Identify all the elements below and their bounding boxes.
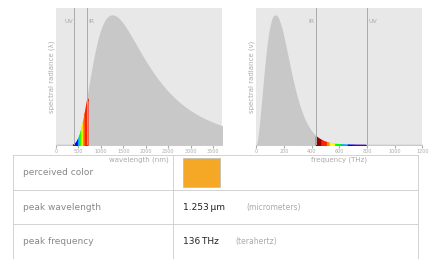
X-axis label: frequency (THz): frequency (THz) bbox=[311, 157, 366, 163]
Text: IR: IR bbox=[88, 19, 94, 24]
Text: 1.253 μm: 1.253 μm bbox=[183, 203, 224, 212]
Text: (micrometers): (micrometers) bbox=[245, 203, 300, 212]
Text: UV: UV bbox=[64, 19, 73, 24]
Text: peak wavelength: peak wavelength bbox=[23, 203, 101, 212]
Text: (terahertz): (terahertz) bbox=[235, 237, 277, 246]
X-axis label: wavelength (nm): wavelength (nm) bbox=[109, 157, 169, 163]
Bar bbox=[183, 158, 219, 187]
Text: 136 THz: 136 THz bbox=[183, 237, 218, 246]
Y-axis label: spectral radiance (λ): spectral radiance (λ) bbox=[48, 40, 55, 113]
Y-axis label: spectral radiance (ν): spectral radiance (ν) bbox=[248, 40, 255, 112]
Text: perceived color: perceived color bbox=[23, 168, 93, 177]
Text: UV: UV bbox=[368, 19, 376, 24]
Text: peak frequency: peak frequency bbox=[23, 237, 93, 246]
Text: IR: IR bbox=[308, 19, 314, 24]
